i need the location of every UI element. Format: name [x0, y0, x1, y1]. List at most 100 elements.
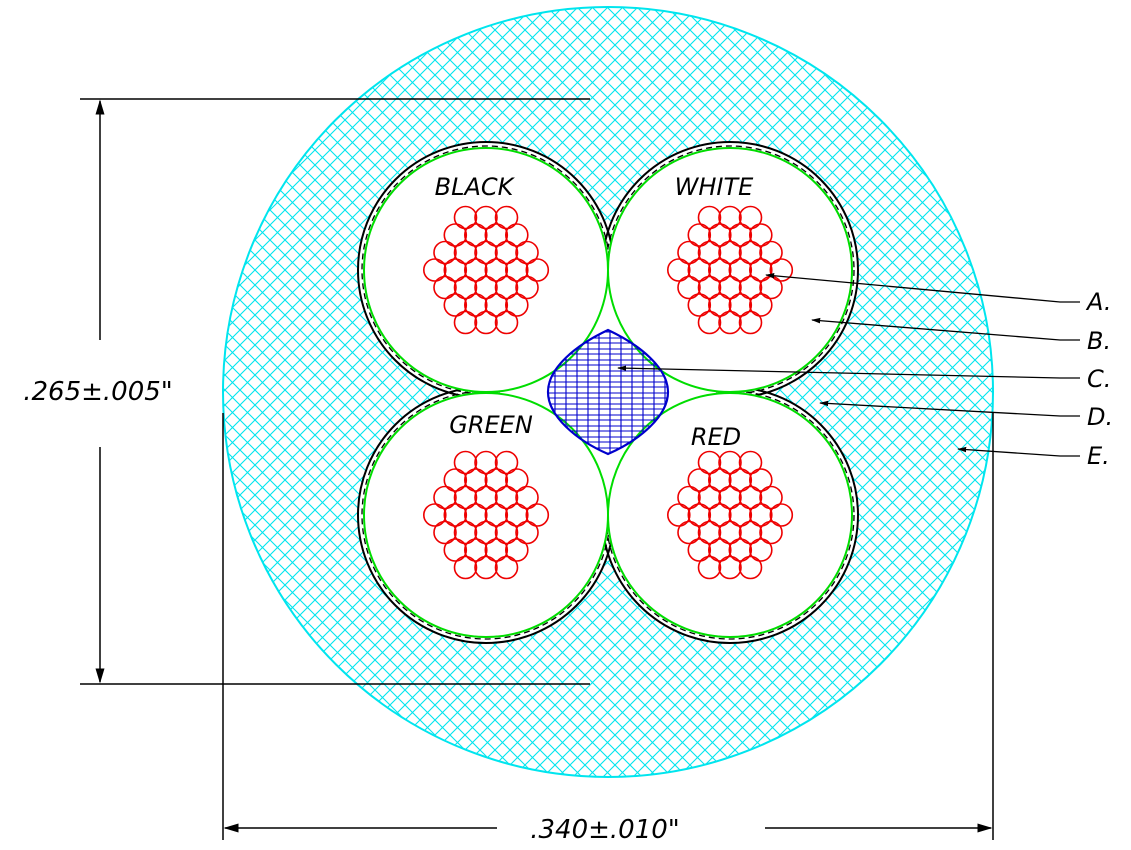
callout-a: A. — [1085, 288, 1112, 316]
strand — [515, 485, 539, 510]
strand — [422, 258, 447, 282]
strand — [707, 258, 732, 282]
strand — [443, 538, 468, 562]
strand — [738, 555, 763, 580]
strand — [718, 310, 742, 335]
strand — [422, 503, 447, 527]
strand — [453, 555, 478, 580]
strand — [433, 240, 457, 265]
strand — [728, 293, 753, 317]
strand — [707, 293, 732, 317]
strand — [677, 520, 701, 545]
strand — [504, 538, 529, 562]
strand — [494, 205, 519, 230]
strand — [474, 485, 498, 510]
strand — [738, 275, 763, 300]
strand — [453, 485, 478, 510]
strand — [769, 258, 794, 282]
strand — [443, 258, 468, 282]
strand — [687, 468, 712, 492]
strand — [474, 275, 498, 300]
strand — [484, 223, 509, 247]
strand — [718, 240, 742, 265]
strand — [504, 258, 529, 282]
strand — [718, 485, 742, 510]
callout-e: E. — [1087, 442, 1110, 470]
strand — [433, 520, 457, 545]
strand-bundle-black — [422, 205, 550, 335]
strand — [687, 503, 712, 527]
strand — [759, 520, 783, 545]
strand — [759, 240, 783, 265]
strand-bundle-white — [666, 205, 794, 335]
strand — [677, 485, 701, 510]
strand — [707, 503, 732, 527]
conductor-label-red: RED — [691, 423, 741, 451]
strand — [697, 240, 722, 265]
strand — [738, 520, 763, 545]
strand — [443, 223, 468, 247]
width-dimension-label: .340±.010" — [530, 815, 680, 845]
strand — [718, 205, 742, 230]
strand — [728, 223, 753, 247]
strand — [453, 275, 478, 300]
strand — [504, 293, 529, 317]
strand — [494, 520, 519, 545]
strand — [687, 538, 712, 562]
strand — [474, 310, 498, 335]
strand — [718, 555, 742, 580]
height-dimension: .265±.005" — [23, 98, 590, 685]
strand — [515, 520, 539, 545]
strand — [453, 205, 478, 230]
strand — [494, 240, 519, 265]
strand — [666, 258, 691, 282]
strand — [504, 503, 529, 527]
strand — [494, 310, 519, 335]
strand — [748, 258, 773, 282]
strand — [707, 223, 732, 247]
strand — [484, 258, 509, 282]
strand — [443, 468, 468, 492]
strand — [463, 258, 488, 282]
strand — [748, 503, 773, 527]
strand — [738, 205, 763, 230]
strand — [494, 275, 519, 300]
strand — [707, 468, 732, 492]
strand — [738, 310, 763, 335]
strand — [697, 310, 722, 335]
strand — [484, 468, 509, 492]
strand-bundle-green — [422, 450, 550, 580]
width-dimension: .340±.010" — [222, 413, 994, 845]
strand — [769, 503, 794, 527]
strand — [666, 503, 691, 527]
strand — [738, 485, 763, 510]
strand — [718, 520, 742, 545]
strand — [677, 275, 701, 300]
strand — [504, 223, 529, 247]
strand — [697, 275, 722, 300]
strand — [738, 240, 763, 265]
insulation-red — [607, 392, 853, 638]
strand — [463, 503, 488, 527]
strand — [718, 450, 742, 475]
strand — [748, 538, 773, 562]
callout-c: C. — [1087, 365, 1111, 393]
strand — [453, 450, 478, 475]
strand — [718, 275, 742, 300]
strand — [463, 293, 488, 317]
conductor-label-green: GREEN — [449, 411, 533, 439]
strand — [494, 485, 519, 510]
strand — [463, 223, 488, 247]
callout-leaders — [617, 273, 1080, 457]
strand — [687, 293, 712, 317]
strand — [474, 205, 498, 230]
strand — [728, 468, 753, 492]
conductor-core — [363, 147, 853, 638]
strand — [463, 538, 488, 562]
strand — [748, 468, 773, 492]
strand — [697, 450, 722, 475]
strand — [433, 485, 457, 510]
strand — [443, 293, 468, 317]
strand — [484, 503, 509, 527]
